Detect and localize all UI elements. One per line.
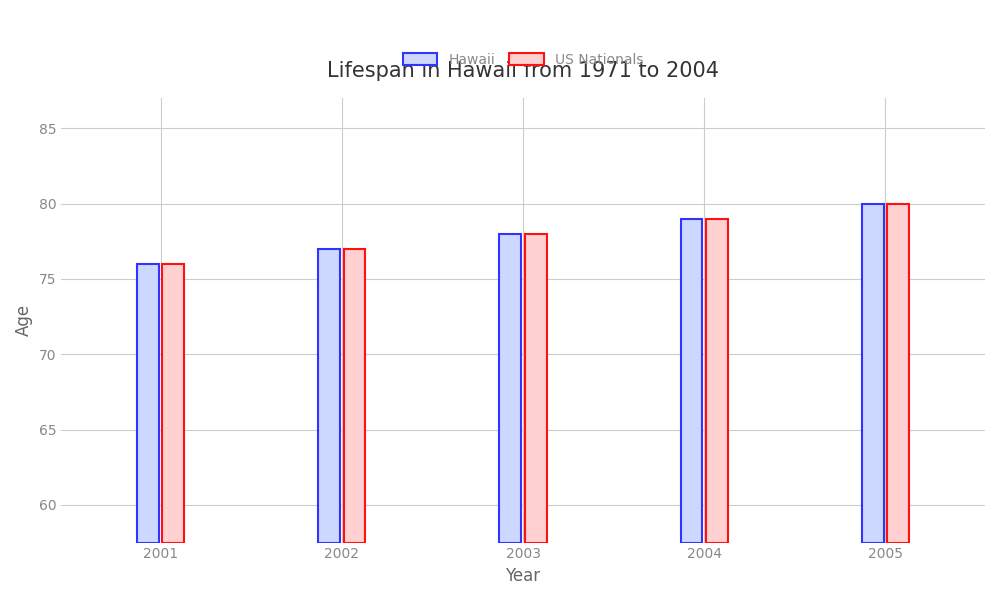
Bar: [887, 203, 909, 542]
Bar: [162, 264, 184, 542]
Bar: [706, 218, 728, 542]
Bar: [681, 218, 702, 542]
Y-axis label: Age: Age: [15, 304, 33, 337]
Legend: Hawaii, US Nationals: Hawaii, US Nationals: [397, 47, 649, 73]
Bar: [344, 249, 365, 542]
Bar: [499, 234, 521, 542]
Bar: [137, 264, 159, 542]
Bar: [862, 203, 884, 542]
X-axis label: Year: Year: [505, 567, 541, 585]
Bar: [318, 249, 340, 542]
Bar: [525, 234, 547, 542]
Title: Lifespan in Hawaii from 1971 to 2004: Lifespan in Hawaii from 1971 to 2004: [327, 61, 719, 81]
